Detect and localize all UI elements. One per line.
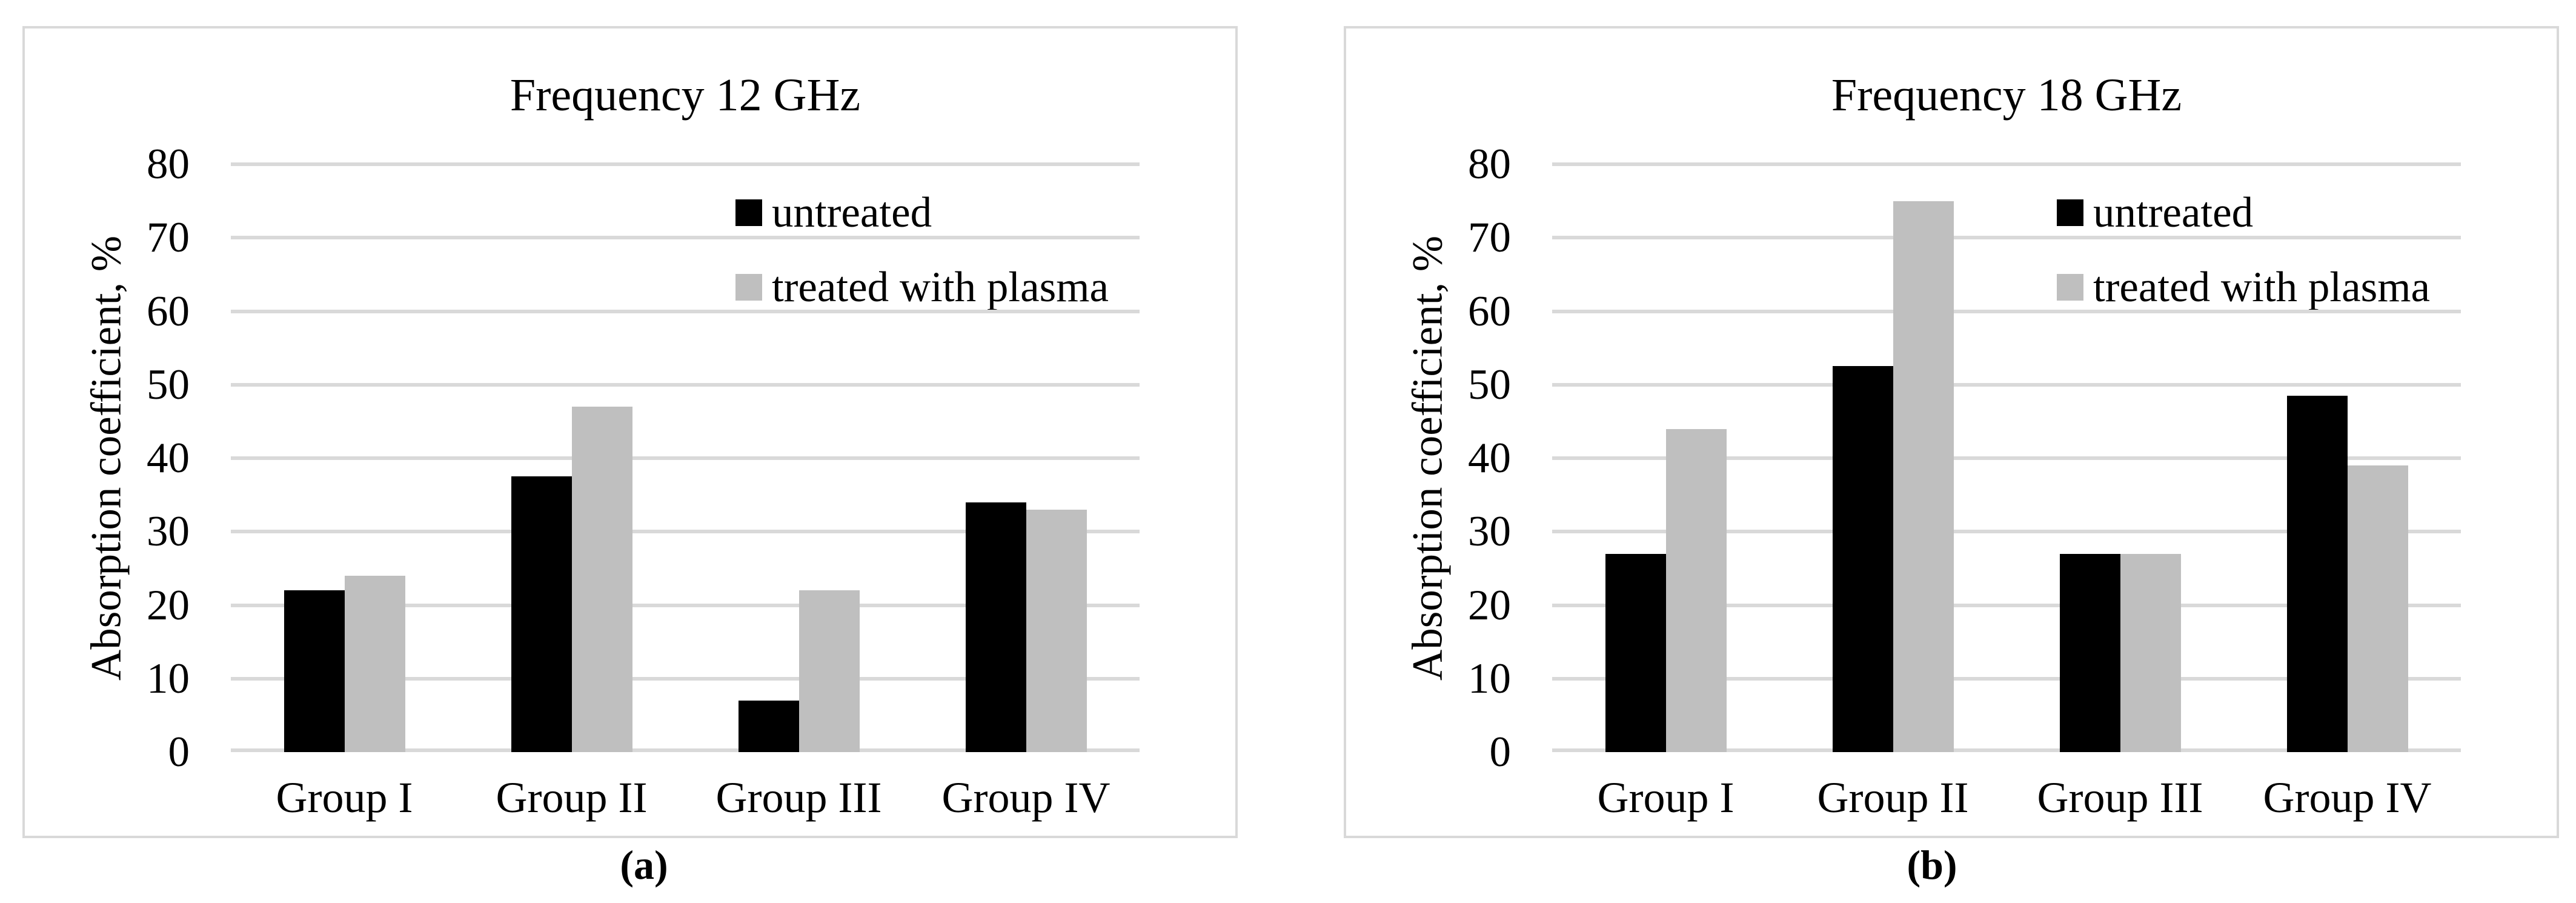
chart-panel-b: Frequency 18 GHz Absorption coefficient,… (1344, 26, 2559, 838)
bar-untreated-group-iv (965, 502, 1026, 752)
x-tick-label-group-iii: Group III (715, 773, 882, 822)
x-axis-labels-b: Group I Group II Group III Group IV (1552, 767, 2461, 834)
gridline-60 (1552, 309, 2461, 313)
bar-untreated-group-i (1605, 553, 1666, 752)
gridline-10 (231, 676, 1140, 681)
bar-treated-with-plasma-group-ii (1893, 201, 1954, 752)
y-tick-label-80: 80 (147, 141, 190, 188)
gridline-60 (231, 309, 1140, 313)
bar-untreated-group-i (284, 590, 345, 752)
bar-treated-with-plasma-group-iii (2120, 553, 2181, 752)
y-axis-ticks-b: 80 70 60 50 40 30 20 10 0 (1346, 141, 1511, 776)
gridline-70 (1552, 236, 2461, 240)
gridline-30 (1552, 530, 2461, 534)
gridline-70 (231, 236, 1140, 240)
y-tick-label-0: 0 (1489, 728, 1512, 776)
y-tick-label-0: 0 (168, 728, 190, 776)
chart-title-a: Frequency 12 GHz (510, 70, 861, 121)
gridline-50 (231, 382, 1140, 387)
y-tick-label-60: 60 (147, 287, 190, 335)
gridline-80 (1552, 162, 2461, 166)
bar-treated-with-plasma-group-i (344, 576, 405, 752)
y-tick-label-30: 30 (1468, 508, 1511, 556)
bar-untreated-group-ii (1832, 366, 1893, 752)
gridline-50 (1552, 382, 2461, 387)
y-tick-label-70: 70 (1468, 214, 1511, 262)
legend-label-treated-with-plasma: treated with plasma (772, 263, 1109, 311)
figure-a: Frequency 12 GHz Absorption coefficient,… (22, 26, 1238, 888)
figure-b: Frequency 18 GHz Absorption coefficient,… (1288, 0, 2576, 903)
y-tick-label-40: 40 (147, 435, 190, 482)
bar-untreated-group-ii (511, 476, 572, 752)
y-tick-label-50: 50 (147, 361, 190, 408)
gridline-20 (231, 603, 1140, 607)
y-tick-label-20: 20 (1468, 581, 1511, 629)
gridline-40 (231, 456, 1140, 460)
legend-b: untreated treated with plasma (2057, 184, 2430, 333)
bar-treated-with-plasma-group-ii (571, 407, 632, 752)
x-tick-label-group-ii: Group II (496, 773, 648, 822)
y-axis-ticks-a: 80 70 60 50 40 30 20 10 0 (25, 141, 190, 776)
gridline-20 (1552, 603, 2461, 607)
bar-treated-with-plasma-group-iv (1026, 509, 1087, 752)
figure-caption-a: (a) (620, 842, 668, 888)
x-tick-label-group-i: Group I (1597, 773, 1734, 822)
y-tick-label-60: 60 (1468, 287, 1511, 335)
x-tick-label-group-ii: Group II (1817, 773, 1969, 822)
bar-treated-with-plasma-group-iii (798, 590, 860, 752)
y-tick-label-30: 30 (147, 508, 190, 556)
legend-label-treated-with-plasma: treated with plasma (2093, 263, 2430, 311)
plot-area-b: untreated treated with plasma (1552, 162, 2461, 752)
y-tick-label-80: 80 (1468, 141, 1511, 188)
bar-untreated-group-iv (2286, 395, 2348, 752)
gridline-80 (231, 162, 1140, 166)
y-tick-label-10: 10 (147, 655, 190, 702)
legend-item-untreated: untreated (735, 184, 1109, 242)
legend-swatch-treated-with-plasma (735, 274, 762, 301)
bar-treated-with-plasma-group-i (1665, 428, 1727, 752)
gridline-30 (231, 530, 1140, 534)
legend-swatch-untreated (735, 199, 762, 226)
legend-a: untreated treated with plasma (735, 184, 1109, 333)
bar-untreated-group-iii (2059, 553, 2120, 752)
x-axis-labels-a: Group I Group II Group III Group IV (231, 767, 1140, 834)
gridline-10 (1552, 676, 2461, 681)
chart-title-b: Frequency 18 GHz (1831, 70, 2182, 121)
x-tick-label-group-iv: Group IV (2263, 773, 2432, 822)
bar-untreated-group-iii (738, 701, 799, 752)
legend-swatch-untreated (2057, 199, 2083, 226)
x-tick-label-group-i: Group I (276, 773, 413, 822)
y-tick-label-20: 20 (147, 581, 190, 629)
figure-caption-b: (b) (1907, 842, 1957, 888)
gridline-40 (1552, 456, 2461, 460)
x-tick-label-group-iii: Group III (2037, 773, 2203, 822)
legend-label-untreated: untreated (772, 188, 932, 236)
legend-item-treated-with-plasma: treated with plasma (735, 258, 1109, 316)
y-tick-label-50: 50 (1468, 361, 1511, 408)
chart-panel-a: Frequency 12 GHz Absorption coefficient,… (22, 26, 1238, 838)
legend-label-untreated: untreated (2093, 188, 2254, 236)
x-tick-label-group-iv: Group IV (941, 773, 1110, 822)
y-tick-label-40: 40 (1468, 435, 1511, 482)
y-tick-label-70: 70 (147, 214, 190, 262)
y-tick-label-10: 10 (1468, 655, 1511, 702)
bar-treated-with-plasma-group-iv (2347, 465, 2408, 752)
legend-item-untreated: untreated (2057, 184, 2430, 242)
gridline-0 (231, 748, 1140, 752)
plot-area-a: untreated treated with plasma (231, 162, 1140, 752)
legend-swatch-treated-with-plasma (2057, 274, 2083, 301)
gridline-0 (1552, 748, 2461, 752)
legend-item-treated-with-plasma: treated with plasma (2057, 258, 2430, 316)
